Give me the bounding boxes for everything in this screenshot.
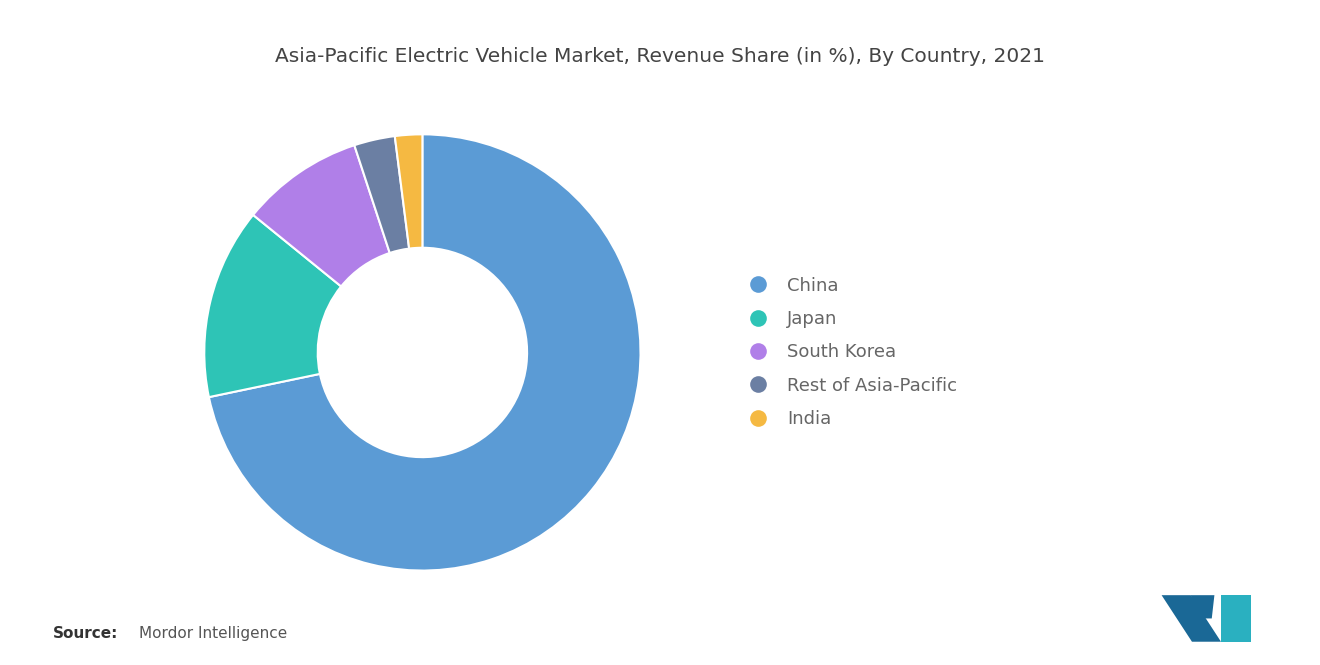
Polygon shape [1221, 595, 1251, 642]
Wedge shape [253, 145, 389, 287]
Legend: China, Japan, South Korea, Rest of Asia-Pacific, India: China, Japan, South Korea, Rest of Asia-… [731, 268, 966, 437]
Text: Asia-Pacific Electric Vehicle Market, Revenue Share (in %), By Country, 2021: Asia-Pacific Electric Vehicle Market, Re… [275, 47, 1045, 66]
Polygon shape [1162, 595, 1221, 642]
Polygon shape [1191, 595, 1214, 618]
Text: Source:: Source: [53, 626, 119, 642]
Wedge shape [354, 136, 409, 253]
Wedge shape [209, 134, 640, 571]
Wedge shape [395, 134, 422, 249]
Wedge shape [205, 215, 341, 397]
Text: Mordor Intelligence: Mordor Intelligence [139, 626, 286, 642]
